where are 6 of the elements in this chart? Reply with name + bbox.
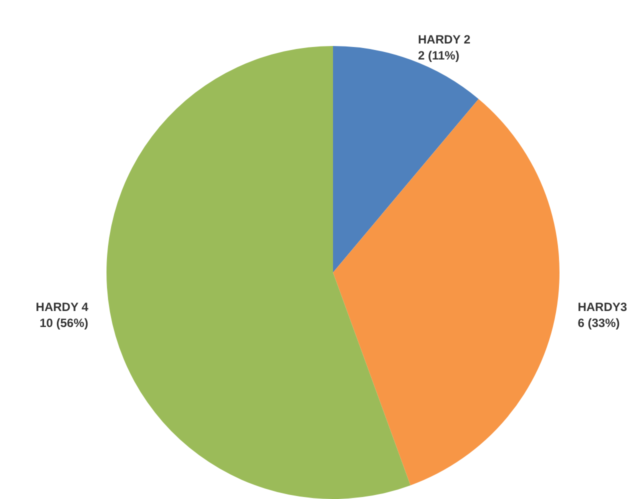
slice-label: HARDY 4 (36, 300, 89, 314)
slice-label: HARDY 2 (418, 32, 471, 46)
data-label: 2 (11%) (418, 48, 460, 62)
data-label: 10 (56%) (40, 316, 88, 330)
slice-label: HARDY3 (578, 300, 628, 314)
data-label: 6 (33%) (578, 316, 620, 330)
